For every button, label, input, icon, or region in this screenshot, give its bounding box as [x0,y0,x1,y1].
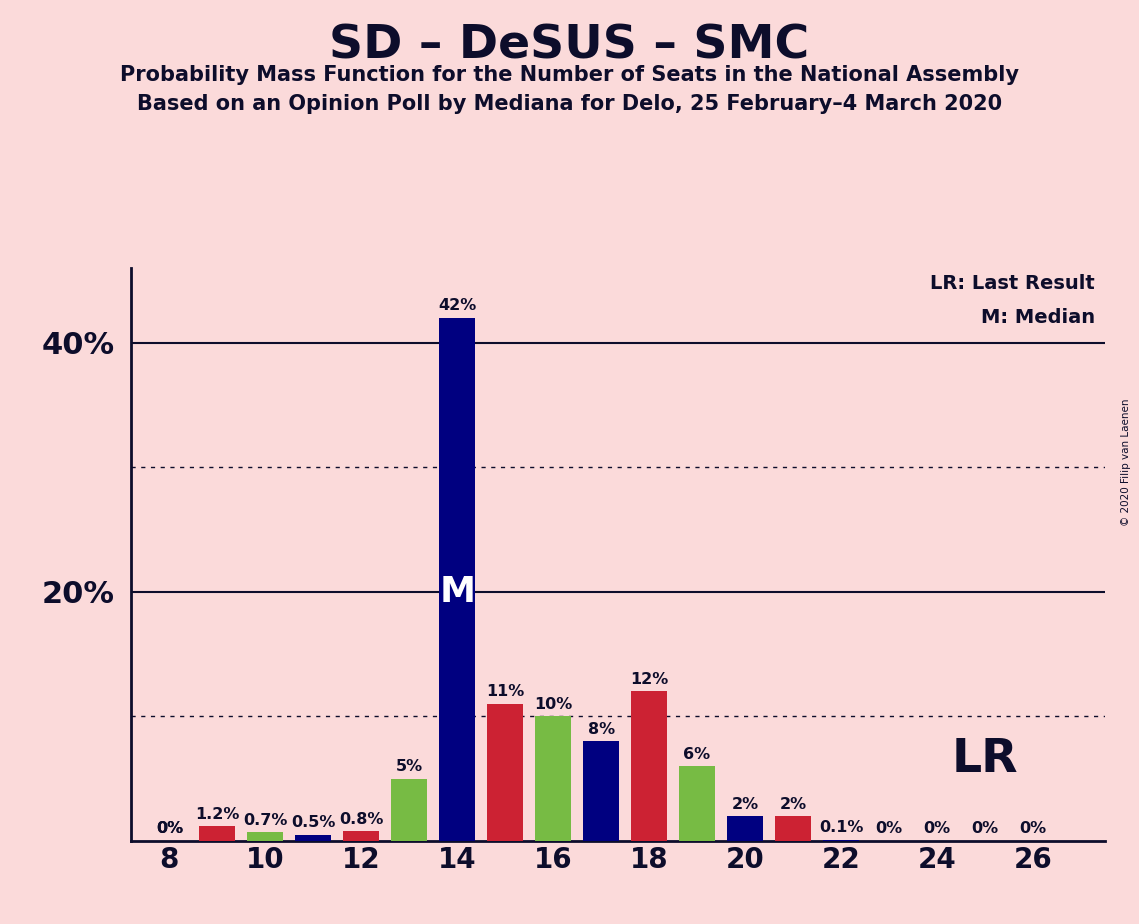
Text: 2%: 2% [731,796,759,811]
Bar [631,691,667,841]
Text: 0%: 0% [924,821,950,836]
Text: 1.2%: 1.2% [195,807,239,821]
Bar [391,779,427,841]
Text: 0%: 0% [972,821,999,836]
Text: 12%: 12% [630,672,669,687]
Text: 10%: 10% [534,697,572,711]
Text: 5%: 5% [395,760,423,774]
Bar [535,716,571,841]
Bar [583,741,620,841]
Text: 42%: 42% [439,298,476,313]
Text: 0.1%: 0.1% [819,821,863,835]
Text: 8%: 8% [588,722,615,736]
Bar [440,318,475,841]
Bar [775,816,811,841]
Text: 2%: 2% [779,796,806,811]
Text: Based on an Opinion Poll by Mediana for Delo, 25 February–4 March 2020: Based on an Opinion Poll by Mediana for … [137,94,1002,115]
Text: M: Median: M: Median [981,308,1096,327]
Text: 6%: 6% [683,747,711,761]
Text: Probability Mass Function for the Number of Seats in the National Assembly: Probability Mass Function for the Number… [120,65,1019,85]
Text: 0.8%: 0.8% [339,811,384,826]
Bar [199,826,236,841]
Bar [487,704,523,841]
Bar [727,816,763,841]
Bar [343,831,379,841]
Text: LR: Last Result: LR: Last Result [931,274,1096,293]
Text: 0.5%: 0.5% [292,815,336,831]
Text: 0%: 0% [1019,821,1047,836]
Text: 11%: 11% [486,685,524,699]
Text: 0%: 0% [876,821,902,836]
Bar [295,834,331,841]
Bar [823,840,859,841]
Text: M: M [440,575,475,609]
Text: 0%: 0% [156,821,183,836]
Text: LR: LR [951,737,1018,783]
Bar [247,833,284,841]
Bar [679,766,715,841]
Text: 0%: 0% [156,821,183,836]
Text: SD – DeSUS – SMC: SD – DeSUS – SMC [329,23,810,68]
Text: © 2020 Filip van Laenen: © 2020 Filip van Laenen [1121,398,1131,526]
Text: 0.7%: 0.7% [243,813,287,828]
